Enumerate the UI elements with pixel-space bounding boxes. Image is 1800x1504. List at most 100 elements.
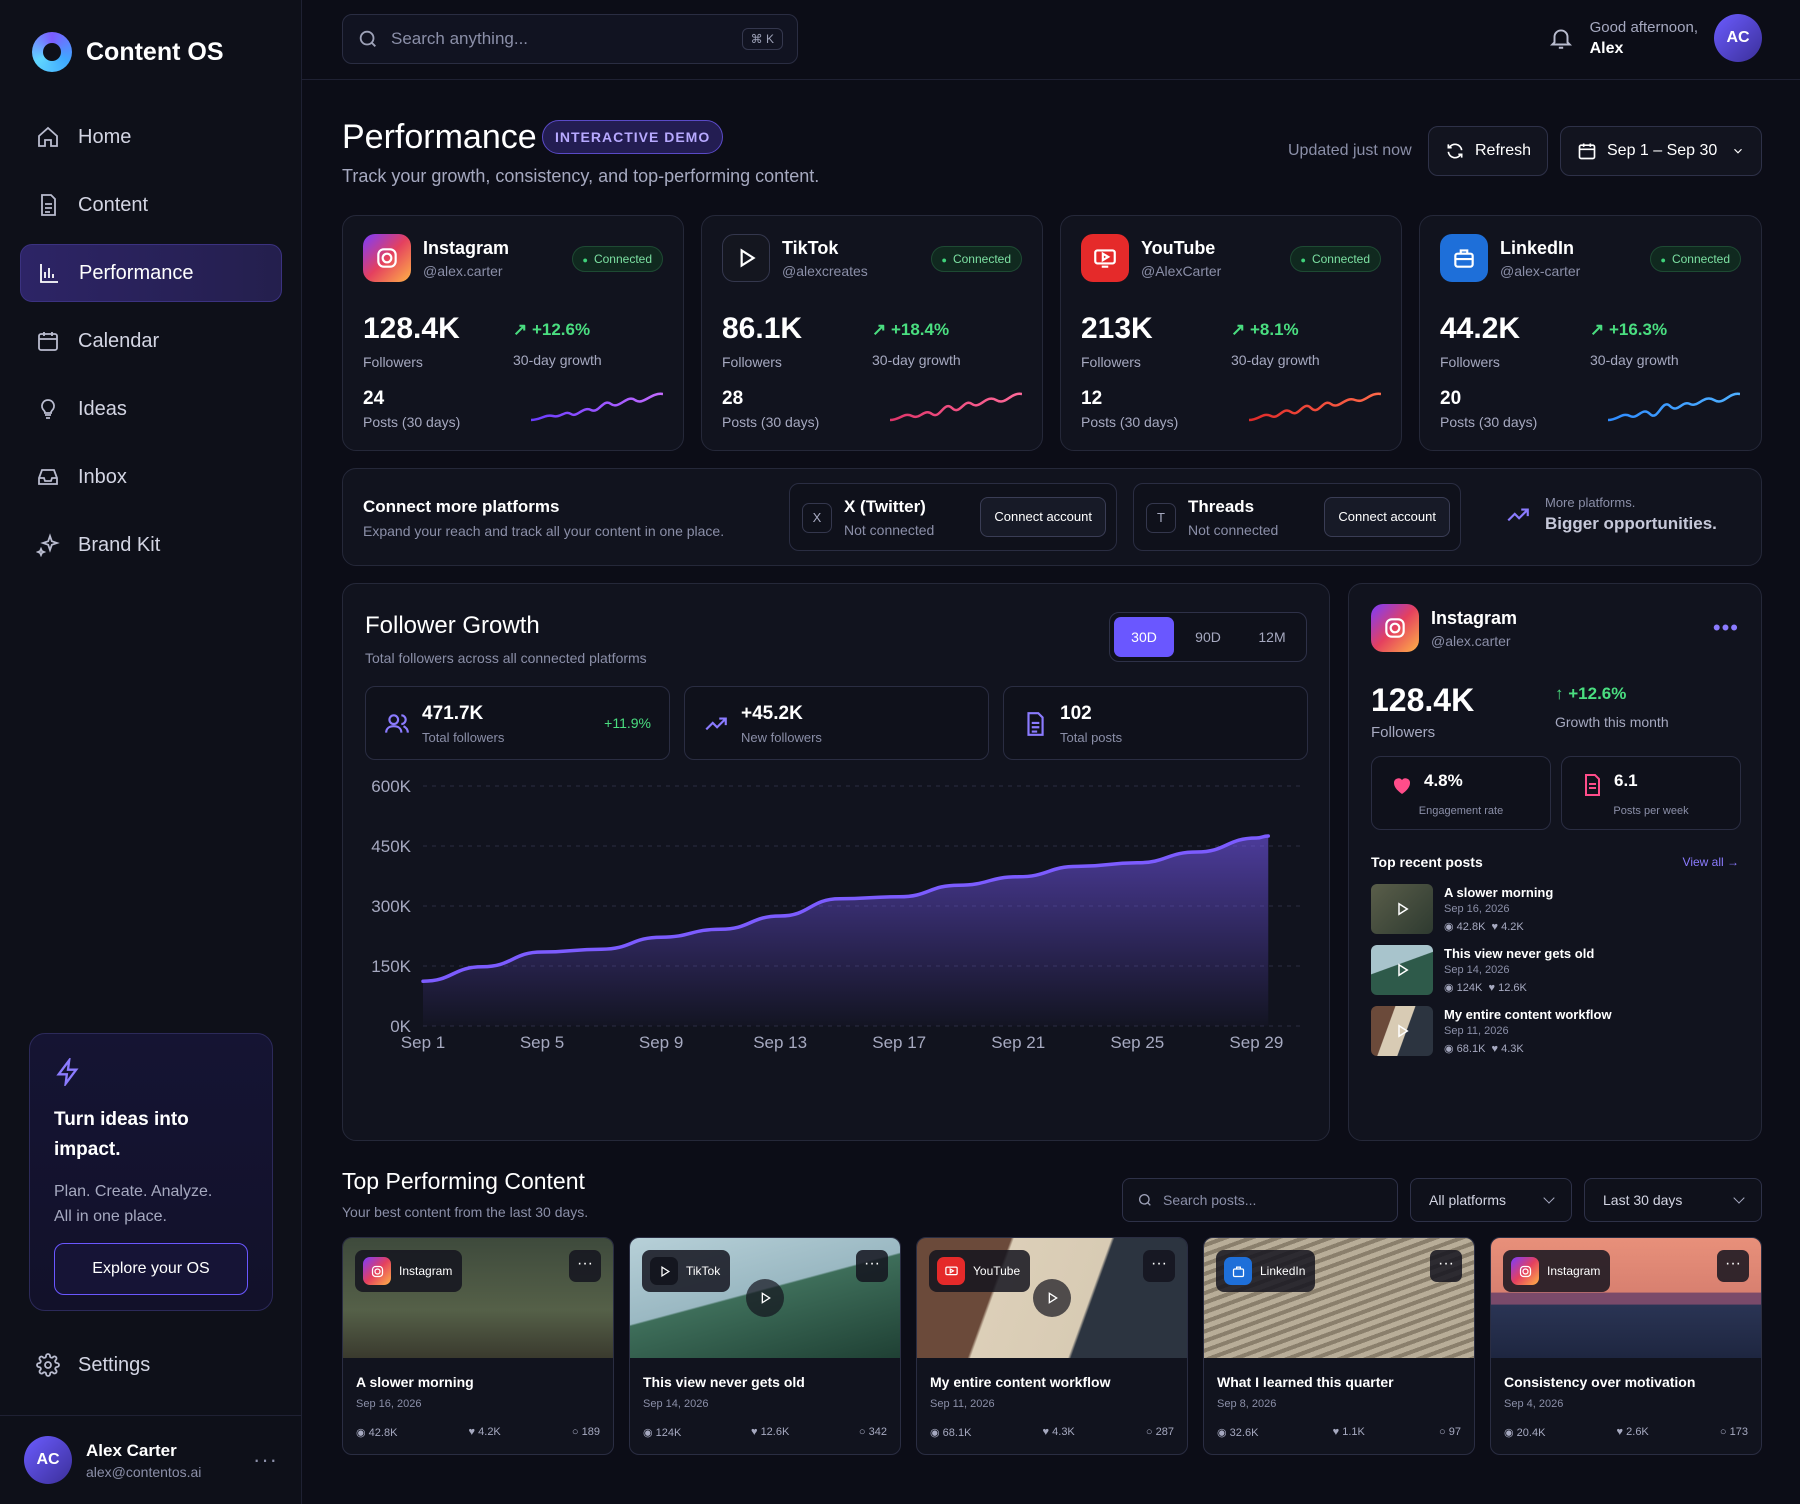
search-placeholder: Search posts... <box>1163 1192 1257 1208</box>
play-button[interactable] <box>1033 1279 1071 1317</box>
post-thumbnail <box>1371 1006 1433 1056</box>
followers-label: Followers <box>1081 354 1141 370</box>
more-options-icon[interactable]: ••• <box>1712 615 1739 640</box>
linkedin-icon <box>1440 234 1488 282</box>
comments: 97 <box>1448 1426 1461 1438</box>
sidebar-item-home[interactable]: Home <box>20 108 282 166</box>
platform-filter-select[interactable]: All platforms <box>1410 1178 1572 1222</box>
growth-label: 30-day growth <box>872 352 961 368</box>
content-date: Sep 14, 2026 <box>643 1398 709 1410</box>
growth-label: 30-day growth <box>513 352 602 368</box>
likes: 4.3K <box>1052 1426 1075 1438</box>
app-logo[interactable]: Content OS <box>32 32 224 72</box>
play-icon <box>1398 1024 1409 1038</box>
status-badge: Connected <box>930 246 1022 272</box>
comments: 173 <box>1729 1426 1748 1438</box>
play-button[interactable] <box>746 1279 784 1317</box>
sidebar-item-content[interactable]: Content <box>20 176 282 234</box>
sidebar-item-calendar[interactable]: Calendar <box>20 312 282 370</box>
content-card[interactable]: YouTube ··· My entire content workflow S… <box>916 1237 1188 1455</box>
date-range-select[interactable]: Sep 1 – Sep 30 <box>1560 126 1762 176</box>
sidebar-item-label: Content <box>78 193 149 216</box>
comment-icon: ○ <box>1145 1426 1156 1438</box>
period-filter-select[interactable]: Last 30 days <box>1584 1178 1762 1222</box>
likes: 12.6K <box>1498 982 1527 994</box>
post-search-input[interactable]: Search posts... <box>1122 1178 1398 1222</box>
search-input[interactable]: Search anything... ⌘ K <box>342 14 798 64</box>
posts-value: 20 <box>1440 388 1462 409</box>
sidebar: Content OS Home Content Performance Cale… <box>0 0 302 1504</box>
views: 42.8K <box>368 1427 398 1439</box>
sidebar-item-inbox[interactable]: Inbox <box>20 448 282 506</box>
followers-label: Followers <box>363 354 423 370</box>
followers-label: Followers <box>1440 354 1500 370</box>
user-profile[interactable]: AC Alex Carter alex@contentos.ai ··· <box>0 1415 302 1504</box>
sidebar-item-ideas[interactable]: Ideas <box>20 380 282 438</box>
lightning-icon <box>56 1056 79 1088</box>
platform-card-instagram[interactable]: Instagram @alex.carter Connected 128.4K F… <box>342 215 684 451</box>
platform-name: Instagram <box>423 237 510 258</box>
youtube-icon <box>937 1257 965 1285</box>
likes: 2.6K <box>1626 1426 1649 1438</box>
growth-text: +12.6% <box>531 320 591 339</box>
heart-icon <box>1393 778 1411 794</box>
platform-badge: Instagram <box>355 1250 463 1292</box>
content-card[interactable]: LinkedIn ··· What I learned this quarter… <box>1203 1237 1475 1455</box>
view-all-link[interactable]: View all → <box>1682 855 1739 869</box>
content-card[interactable]: TikTok ··· This view never gets old Sep … <box>629 1237 901 1455</box>
bell-icon[interactable] <box>1548 25 1574 51</box>
more-options-icon[interactable]: ··· <box>569 1250 601 1282</box>
topbar: Search anything... ⌘ K Good afternoon, A… <box>302 0 1800 80</box>
search-placeholder: Search anything... <box>391 29 529 48</box>
content-title: A slower morning <box>356 1374 474 1390</box>
page-subtitle: Track your growth, consistency, and top-… <box>342 166 820 186</box>
content-card[interactable]: Instagram ··· A slower morning Sep 16, 2… <box>342 1237 614 1455</box>
more-options-icon[interactable]: ··· <box>1143 1250 1175 1282</box>
content-stats: ◉ 32.6K ♥ 1.1K ○ 97 <box>1217 1426 1461 1439</box>
x-tick-label: Sep 21 <box>991 1033 1045 1052</box>
views: 42.8K <box>1456 921 1486 933</box>
user-email: alex@contentos.ai <box>86 1463 202 1480</box>
trend-up-icon: ↗ <box>1590 320 1609 339</box>
views: 124K <box>655 1427 682 1439</box>
explore-button[interactable]: Explore your OS <box>54 1243 248 1295</box>
more-options-icon[interactable]: ··· <box>253 1447 278 1472</box>
heart-icon: ♥ <box>1488 982 1499 994</box>
likes: 4.2K <box>478 1426 501 1438</box>
post-stats: ◉ 124K ♥ 12.6K <box>1444 981 1527 994</box>
refresh-button[interactable]: Refresh <box>1428 126 1549 176</box>
views: 32.6K <box>1229 1427 1259 1439</box>
recent-post[interactable]: This view never gets old Sep 14, 2026 ◉ … <box>1371 945 1741 997</box>
followers-value: 86.1K <box>722 312 803 345</box>
range-12m[interactable]: 12M <box>1258 629 1286 645</box>
stat-value: 6.1 <box>1614 771 1638 790</box>
sidebar-item-performance[interactable]: Performance <box>20 244 282 302</box>
range-90d[interactable]: 90D <box>1195 629 1221 645</box>
content-card[interactable]: Instagram ··· Consistency over motivatio… <box>1490 1237 1762 1455</box>
more-options-icon[interactable]: ··· <box>856 1250 888 1282</box>
heart-icon: ♥ <box>1491 921 1502 933</box>
user-name: Alex Carter <box>86 1440 177 1460</box>
recent-post[interactable]: A slower morning Sep 16, 2026 ◉ 42.8K ♥ … <box>1371 884 1741 936</box>
range-30d[interactable]: 30D <box>1114 617 1174 657</box>
connect-subtitle: Expand your reach and track all your con… <box>363 523 725 539</box>
connect-x-button[interactable]: Connect account <box>980 497 1106 537</box>
avatar[interactable]: AC <box>1714 14 1762 62</box>
recent-post[interactable]: My entire content workflow Sep 11, 2026 … <box>1371 1006 1741 1058</box>
platform-name: X (Twitter) <box>844 497 926 516</box>
sidebar-item-brand-kit[interactable]: Brand Kit <box>20 516 282 574</box>
platform-card-youtube[interactable]: YouTube @AlexCarter Connected 213K Follow… <box>1060 215 1402 451</box>
stat-value: 471.7K <box>422 703 484 724</box>
platform-card-linkedin[interactable]: LinkedIn @alex-carter Connected 44.2K Fol… <box>1419 215 1762 451</box>
search-icon <box>1139 1194 1151 1206</box>
connect-threads-button[interactable]: Connect account <box>1324 497 1450 537</box>
connect-title: Connect more platforms <box>363 497 560 516</box>
eye-icon: ◉ <box>643 1427 656 1439</box>
sidebar-item-settings[interactable]: Settings <box>36 1353 150 1377</box>
more-options-icon[interactable]: ··· <box>1717 1250 1749 1282</box>
followers-value: 128.4K <box>1371 682 1475 718</box>
likes: 1.1K <box>1342 1426 1365 1438</box>
more-options-icon[interactable]: ··· <box>1430 1250 1462 1282</box>
instagram-icon <box>1371 604 1419 652</box>
platform-card-tiktok[interactable]: TikTok @alexcreates Connected 86.1K Follo… <box>701 215 1043 451</box>
